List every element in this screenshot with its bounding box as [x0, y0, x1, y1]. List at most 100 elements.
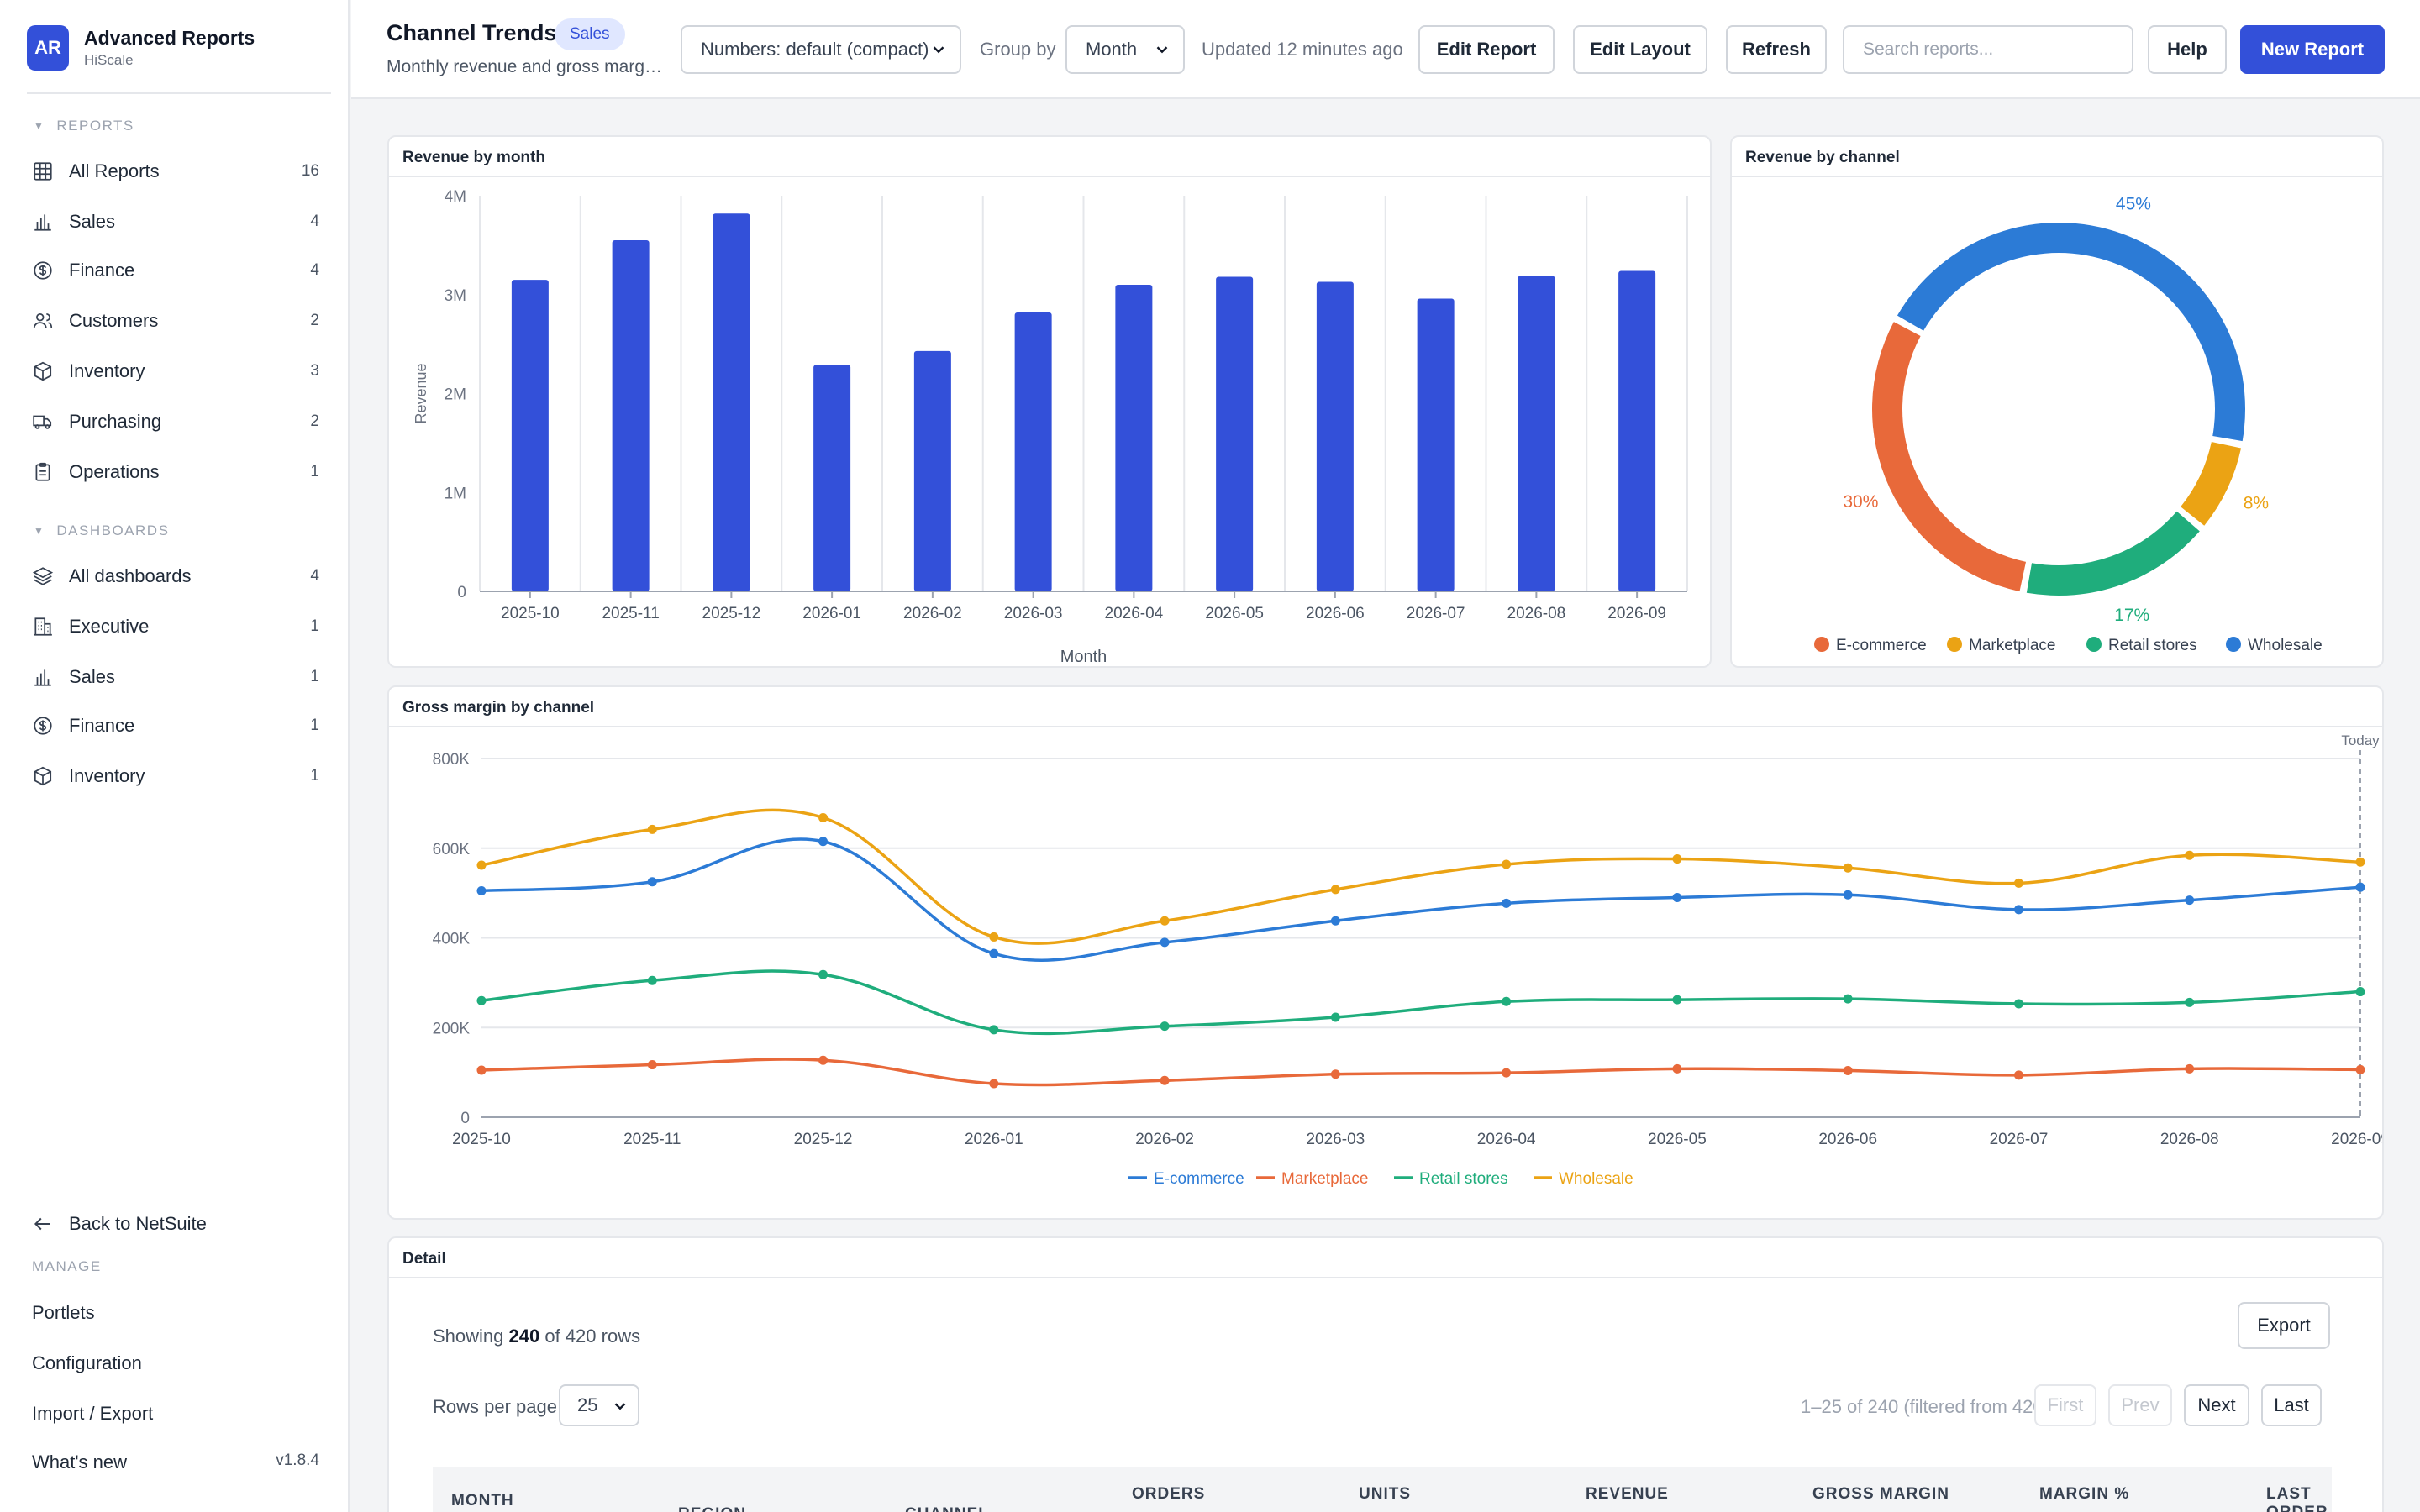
legend-label: Retail stores	[1419, 1170, 1508, 1188]
numbers-format-select[interactable]: Numbers: default (compact)	[681, 25, 961, 74]
bar	[511, 280, 549, 591]
data-point	[1843, 863, 1853, 873]
column-header-revenue[interactable]: REVENUE	[1586, 1485, 1669, 1503]
sidebar-item-dashboard-finance[interactable]: Finance 1	[32, 707, 319, 744]
y-tick-label: 4M	[445, 188, 466, 206]
rows-per-page-label: Rows per page	[433, 1396, 557, 1417]
x-tick-label: 2025-11	[623, 1131, 681, 1148]
sidebar-item-inventory[interactable]: Inventory 3	[32, 353, 319, 390]
data-point	[1672, 1063, 1682, 1074]
export-button[interactable]: Export	[2238, 1302, 2330, 1349]
data-point	[2185, 997, 2195, 1007]
sidebar-item-executive[interactable]: Executive 1	[32, 608, 319, 645]
data-point	[1672, 892, 1682, 902]
box-icon	[34, 766, 52, 786]
sidebar-item-count: 16	[301, 162, 319, 180]
rows-per-page-value: 25	[577, 1394, 598, 1415]
back-to-netsuite-link[interactable]: Back to NetSuite	[32, 1213, 207, 1235]
pie-slice	[1897, 222, 2245, 442]
search-input[interactable]	[1843, 25, 2133, 74]
edit-report-button[interactable]: Edit Report	[1418, 25, 1555, 74]
category-badge: Sales	[555, 18, 625, 50]
sidebar-item-sales[interactable]: Sales 4	[32, 203, 319, 240]
manage-item-configuration[interactable]: Configuration	[32, 1352, 319, 1374]
column-header-last-order[interactable]: LAST ORDER	[2266, 1485, 2328, 1512]
column-header-orders[interactable]: ORDERS	[1132, 1485, 1206, 1503]
brand[interactable]: AR Advanced Reports HiScale	[27, 25, 255, 71]
manage-item-whats-new[interactable]: What's new v1.8.4	[32, 1452, 319, 1473]
help-button[interactable]: Help	[2148, 25, 2227, 74]
y-tick-label: 1M	[445, 485, 466, 502]
x-tick-label: 2026-08	[2160, 1131, 2219, 1148]
column-header-gross-margin[interactable]: GROSS MARGIN	[1812, 1485, 1949, 1503]
data-point	[2013, 878, 2023, 888]
slice-label: 8%	[2244, 494, 2269, 513]
sidebar-item-operations[interactable]: Operations 1	[32, 454, 319, 491]
y-axis-title: Revenue	[413, 363, 429, 423]
rows-per-page-select[interactable]: 25	[559, 1384, 639, 1426]
dashboards-section-header[interactable]: ▼ DASHBOARDS	[34, 522, 169, 539]
sidebar: AR Advanced Reports HiScale ▼ REPORTS Al…	[0, 0, 350, 1512]
y-tick-label: 200K	[433, 1020, 471, 1037]
manage-item-label: Import / Export	[32, 1403, 154, 1424]
edit-layout-button[interactable]: Edit Layout	[1573, 25, 1707, 74]
sidebar-item-finance[interactable]: Finance 4	[32, 252, 319, 289]
column-header-margin-pct[interactable]: MARGIN %	[2039, 1485, 2130, 1503]
grid-icon	[34, 162, 52, 181]
panel-divider	[389, 176, 1710, 177]
sidebar-item-all-reports[interactable]: All Reports 16	[32, 153, 319, 190]
reports-section-header[interactable]: ▼ REPORTS	[34, 118, 134, 134]
series-line	[481, 837, 2361, 962]
bar	[1216, 276, 1254, 591]
legend-label: Marketplace	[1969, 637, 2056, 654]
next-page-button[interactable]: Next	[2184, 1384, 2249, 1426]
sidebar-item-label: All dashboards	[69, 565, 192, 586]
column-header-month[interactable]: MONTH	[451, 1492, 514, 1509]
sidebar-item-label: Finance	[69, 260, 135, 281]
panel-title: Gross margin by channel	[402, 699, 595, 717]
legend-label: Wholesale	[2248, 637, 2323, 654]
sidebar-item-label: Sales	[69, 666, 116, 687]
new-report-button[interactable]: New Report	[2240, 25, 2385, 74]
x-tick-label: 2026-03	[1306, 1131, 1365, 1148]
bar	[1014, 312, 1052, 591]
data-point	[2355, 882, 2365, 892]
pagination-range: 1–25 of 240 (filtered from 420)	[1801, 1396, 2049, 1417]
data-point	[818, 969, 829, 979]
y-tick-label: 2M	[445, 386, 466, 404]
x-tick-label: 2026-08	[1507, 605, 1566, 622]
data-point	[1330, 1012, 1340, 1022]
last-page-button[interactable]: Last	[2261, 1384, 2322, 1426]
sidebar-item-customers[interactable]: Customers 2	[32, 302, 319, 339]
refresh-button[interactable]: Refresh	[1726, 25, 1827, 74]
sidebar-item-label: Sales	[69, 211, 116, 232]
showing-prefix: Showing	[433, 1326, 504, 1347]
column-header-units[interactable]: UNITS	[1359, 1485, 1411, 1503]
data-point	[1672, 995, 1682, 1005]
bar	[913, 350, 951, 591]
data-point	[1502, 859, 1512, 869]
x-tick-label: 2026-05	[1205, 605, 1264, 622]
sidebar-item-label: Operations	[69, 461, 160, 482]
bar	[1316, 281, 1354, 591]
sidebar-item-label: Inventory	[69, 765, 145, 786]
prev-page-button[interactable]: Prev	[2108, 1384, 2172, 1426]
manage-item-import-export[interactable]: Import / Export	[32, 1403, 319, 1425]
x-tick-label: 2026-06	[1306, 605, 1365, 622]
data-point	[1502, 898, 1512, 908]
gross-margin-line-chart: 0 200K 400K 600K 800K 2025-10 2025-11 2025-12 20…	[433, 732, 2382, 1188]
sidebar-item-all-dashboards[interactable]: All dashboards 4	[32, 558, 319, 595]
page-subtitle: Monthly revenue and gross margin by chan…	[387, 57, 664, 76]
first-page-button[interactable]: First	[2034, 1384, 2096, 1426]
numbers-format-value: Numbers: default (compact)	[701, 39, 929, 60]
column-header-region[interactable]: REGION	[678, 1505, 746, 1512]
group-by-select[interactable]: Month	[1065, 25, 1185, 74]
data-point	[1843, 1065, 1853, 1075]
sidebar-item-dashboard-sales[interactable]: Sales 1	[32, 659, 319, 696]
x-tick-label: 2026-02	[1135, 1131, 1194, 1148]
sidebar-item-purchasing[interactable]: Purchasing 2	[32, 403, 319, 440]
manage-item-portlets[interactable]: Portlets	[32, 1302, 319, 1324]
column-header-channel[interactable]: CHANNEL	[905, 1505, 989, 1512]
sidebar-item-dashboard-inventory[interactable]: Inventory 1	[32, 758, 319, 795]
slice-label: 17%	[2114, 606, 2149, 625]
